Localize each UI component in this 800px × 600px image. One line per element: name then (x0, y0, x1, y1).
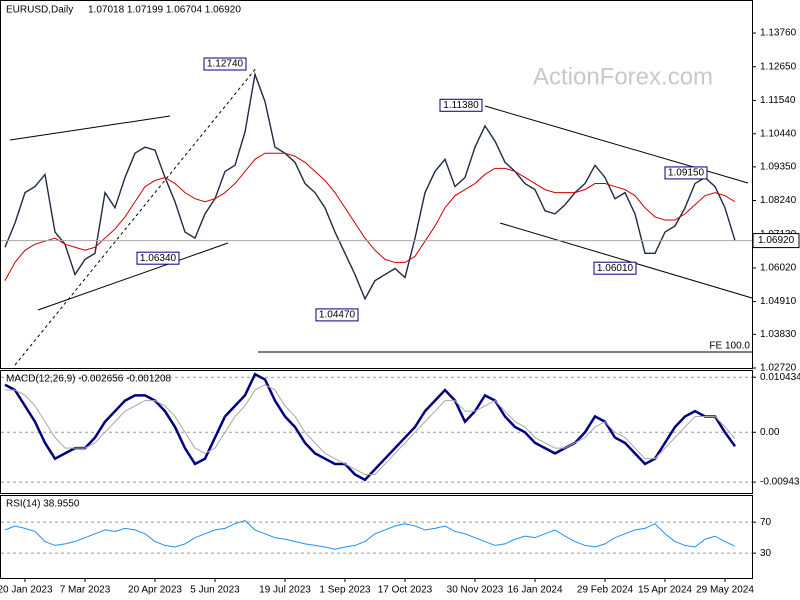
price-annotation: 1.12740 (207, 59, 244, 70)
channel-line (37, 242, 229, 311)
y-tick-label: 70 (760, 517, 772, 528)
channel-line (499, 222, 753, 299)
x-tick-label: 20 Apr 2023 (128, 585, 182, 596)
price-annotation-box (439, 98, 483, 112)
series-line (4, 520, 736, 550)
x-tick-label: 15 Apr 2024 (638, 585, 692, 596)
y-tick-label: 0.00 (760, 427, 780, 438)
price-annotation: 1.11380 (443, 100, 479, 111)
price-annotation-box (315, 308, 359, 322)
price-annotation-box (136, 251, 180, 265)
price-annotation: 1.06340 (140, 253, 177, 264)
price-panel (0, 0, 753, 369)
price-annotation: 1.06010 (597, 263, 634, 274)
x-tick-label: 30 Nov 2023 (447, 585, 504, 596)
y-tick-label: 0.010434 (760, 372, 800, 383)
y-tick-label: -0.009436 (760, 477, 800, 488)
price-annotation-box (203, 57, 247, 71)
price-annotation: 1.04470 (319, 310, 356, 321)
y-tick-label: 1.12650 (760, 61, 797, 72)
x-tick-label: 19 Jul 2023 (259, 585, 311, 596)
x-tick-label: 17 Oct 2023 (378, 585, 433, 596)
series-line (4, 152, 736, 281)
trend-line (14, 66, 258, 366)
watermark: ActionForex.com (533, 63, 713, 90)
y-tick-label: 1.04910 (760, 296, 797, 307)
y-tick-label: 30 (760, 548, 772, 559)
macd-title: MACD(12,26,9) -0.002656 -0.001208 (6, 374, 172, 385)
x-tick-label: 16 Jan 2024 (507, 585, 562, 596)
ohlc-text: 1.07018 1.07199 1.06704 1.06920 (88, 5, 241, 16)
series-line (4, 71, 736, 301)
rsi-panel (0, 495, 753, 579)
y-tick-label: 1.11540 (760, 95, 796, 106)
last-price-box (752, 233, 800, 249)
x-tick-label: 29 Feb 2024 (577, 585, 634, 596)
x-tick-label: 29 May 2024 (696, 585, 754, 596)
channel-line (9, 115, 171, 141)
price-annotation-box (664, 166, 708, 180)
series-line (5, 384, 736, 476)
y-tick-label: 1.13760 (760, 28, 797, 39)
x-tick-label: 20 Jan 2023 (0, 585, 53, 596)
y-tick-label: 1.09350 (760, 161, 797, 172)
y-tick-label: 1.03830 (760, 329, 797, 340)
x-tick-label: 5 Jun 2023 (190, 585, 240, 596)
y-tick-label: 1.10440 (760, 128, 797, 139)
last-price-label: 1.06920 (758, 235, 795, 246)
y-tick-label: 1.08240 (760, 195, 797, 206)
price-annotation-box (593, 261, 637, 275)
fe-label: FE 100.0 (709, 341, 750, 352)
y-tick-label: 1.06020 (760, 263, 797, 274)
chart-title: EURUSD,Daily (6, 5, 73, 16)
x-tick-label: 1 Sep 2023 (319, 585, 371, 596)
price-annotation: 1.09150 (668, 168, 705, 179)
rsi-title: RSI(14) 38.9550 (6, 499, 80, 510)
x-tick-label: 7 Mar 2023 (60, 585, 111, 596)
y-tick-label: 1.02720 (760, 363, 797, 374)
